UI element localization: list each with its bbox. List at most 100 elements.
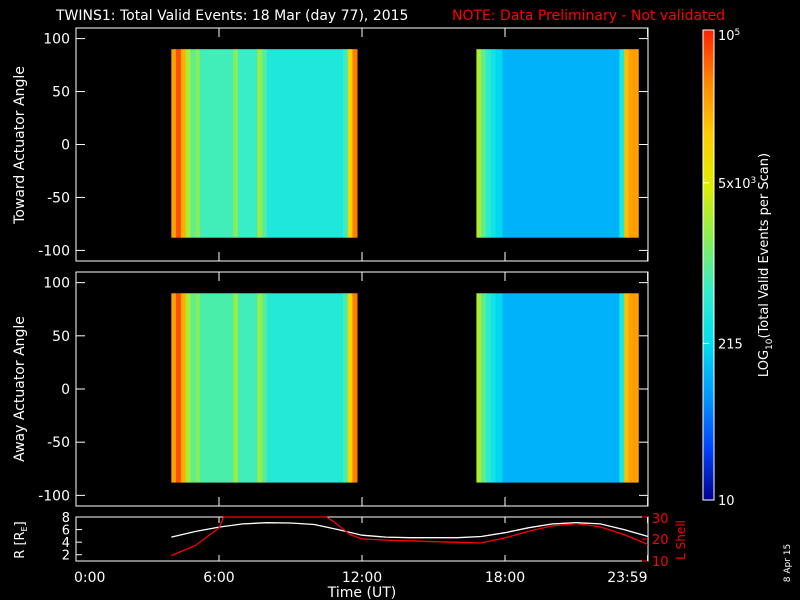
toward-y-axis-label: Toward Actuator Angle xyxy=(12,66,28,225)
l-shell-tick-label: 10 xyxy=(652,555,669,570)
colorbar-tick-label: 10 xyxy=(718,494,735,509)
toward-heatmap-column xyxy=(342,49,348,238)
r-distance-line xyxy=(171,522,649,539)
toward-heatmap-column xyxy=(352,49,358,238)
toward-x-ticks xyxy=(75,28,649,261)
toward-y-tick-label: -50 xyxy=(47,190,70,206)
colorbar-tick-label: 105 xyxy=(718,28,740,44)
away-heatmap-column xyxy=(176,293,182,483)
away-panel: 100 50 0 -50 -100 Away Actuator Angle xyxy=(12,271,649,507)
toward-heatmap-column xyxy=(628,49,639,238)
away-heatmap-cells xyxy=(171,293,639,483)
away-heatmap-column xyxy=(342,293,348,483)
toward-heatmap-column xyxy=(257,49,263,238)
figure-title: TWINS1: Total Valid Events: 18 Mar (day … xyxy=(55,8,408,24)
away-heatmap-column xyxy=(257,293,263,483)
time-axis-label: Time (UT) xyxy=(327,585,396,600)
toward-heatmap-column xyxy=(195,49,201,238)
time-tick-label: 6:00 xyxy=(203,570,234,586)
away-y-axis-label: Away Actuator Angle xyxy=(12,316,28,462)
toward-heatmap-column xyxy=(199,49,234,238)
away-x-ticks xyxy=(75,272,649,506)
colorbar: 10 215 5x103 105 LOG10(Total Valid Events p… xyxy=(702,28,775,509)
away-heatmap-column xyxy=(233,293,239,483)
away-y-ticks: 100 50 0 -50 -100 xyxy=(38,276,648,504)
l-shell-tick-label: 30 xyxy=(652,512,669,527)
time-tick-label: 18:00 xyxy=(485,570,525,586)
toward-heatmap-column xyxy=(238,49,258,238)
toward-panel: 100 50 0 -50 -100 Toward Actuator Angle xyxy=(12,27,649,262)
toward-heatmap-column xyxy=(347,49,353,238)
l-shell-axis-label: L Shell xyxy=(674,520,688,560)
away-heatmap-column xyxy=(352,293,358,483)
toward-heatmap-column xyxy=(624,49,630,238)
away-heatmap-column xyxy=(502,293,620,483)
colorbar-tick-label: 215 xyxy=(718,337,743,352)
orbit-y-axis-label: R [RE] xyxy=(13,521,29,558)
away-heatmap-column xyxy=(180,293,186,483)
colorbar-label: LOG10(Total Valid Events per Scan) xyxy=(757,153,775,377)
away-heatmap-column xyxy=(238,293,258,483)
toward-heatmap-column xyxy=(619,49,625,238)
orbit-y-tick-label: 8 xyxy=(62,511,70,526)
away-y-tick-label: 0 xyxy=(61,382,70,398)
away-heatmap-column xyxy=(495,293,503,483)
toward-heatmap-column xyxy=(485,49,491,238)
time-tick-label: 23:59 xyxy=(607,570,647,586)
preliminary-note: NOTE: Data Preliminary - Not validated xyxy=(452,8,725,24)
away-heatmap-column xyxy=(619,293,625,483)
time-tick-label: 0:00 xyxy=(74,570,105,586)
l-shell-line xyxy=(171,516,649,557)
away-y-tick-label: -50 xyxy=(47,435,70,451)
colorbar-tick-label: 5x103 xyxy=(718,176,756,192)
away-heatmap-column xyxy=(628,293,639,483)
toward-y-tick-label: 100 xyxy=(43,32,70,48)
away-heatmap-column xyxy=(266,293,344,483)
toward-heatmap-cells xyxy=(171,49,639,238)
away-heatmap-column xyxy=(481,293,487,483)
toward-heatmap-column xyxy=(233,49,239,238)
away-heatmap-column xyxy=(199,293,234,483)
away-heatmap-column xyxy=(476,293,482,483)
away-heatmap-column xyxy=(190,293,196,483)
away-heatmap-column xyxy=(347,293,353,483)
away-heatmap-column xyxy=(171,293,177,483)
toward-heatmap-column xyxy=(190,49,196,238)
time-tick-label: 12:00 xyxy=(342,570,382,586)
toward-y-tick-label: -100 xyxy=(38,243,70,259)
colorbar-ticks: 10 215 5x103 105 xyxy=(703,28,756,509)
toward-heatmap-column xyxy=(502,49,620,238)
colorbar-gradient xyxy=(702,29,715,501)
toward-y-ticks: 100 50 0 -50 -100 xyxy=(38,32,648,259)
away-heatmap-column xyxy=(185,293,191,483)
away-y-tick-label: 50 xyxy=(52,329,70,345)
orbit-y-tick-label: 2 xyxy=(62,549,70,564)
toward-heatmap-column xyxy=(476,49,482,238)
toward-heatmap-column xyxy=(176,49,182,238)
away-y-tick-label: 100 xyxy=(43,276,70,292)
toward-y-tick-label: 50 xyxy=(52,85,70,101)
away-heatmap-column xyxy=(261,293,267,483)
toward-heatmap-column xyxy=(185,49,191,238)
toward-heatmap-column xyxy=(490,49,496,238)
toward-heatmap-column xyxy=(180,49,186,238)
away-heatmap-column xyxy=(624,293,630,483)
away-heatmap-column xyxy=(490,293,496,483)
l-shell-tick-label: 20 xyxy=(652,533,669,548)
toward-heatmap-column xyxy=(266,49,344,238)
orbit-y-tick-label: 6 xyxy=(62,524,70,539)
toward-heatmap-column xyxy=(261,49,267,238)
toward-heatmap-column xyxy=(495,49,503,238)
toward-y-tick-label: 0 xyxy=(61,138,70,154)
time-axis-ticks: 0:00 6:00 12:00 18:00 23:59 xyxy=(74,517,649,586)
orbit-y-tick-label: 4 xyxy=(62,536,70,551)
toward-heatmap-column xyxy=(171,49,177,238)
date-stamp: 8 Apr 15 xyxy=(783,544,793,582)
away-heatmap-column xyxy=(195,293,201,483)
away-y-tick-label: -100 xyxy=(38,488,70,504)
away-heatmap-column xyxy=(485,293,491,483)
orbit-right-y-ticks: 30 20 10 xyxy=(642,512,669,570)
